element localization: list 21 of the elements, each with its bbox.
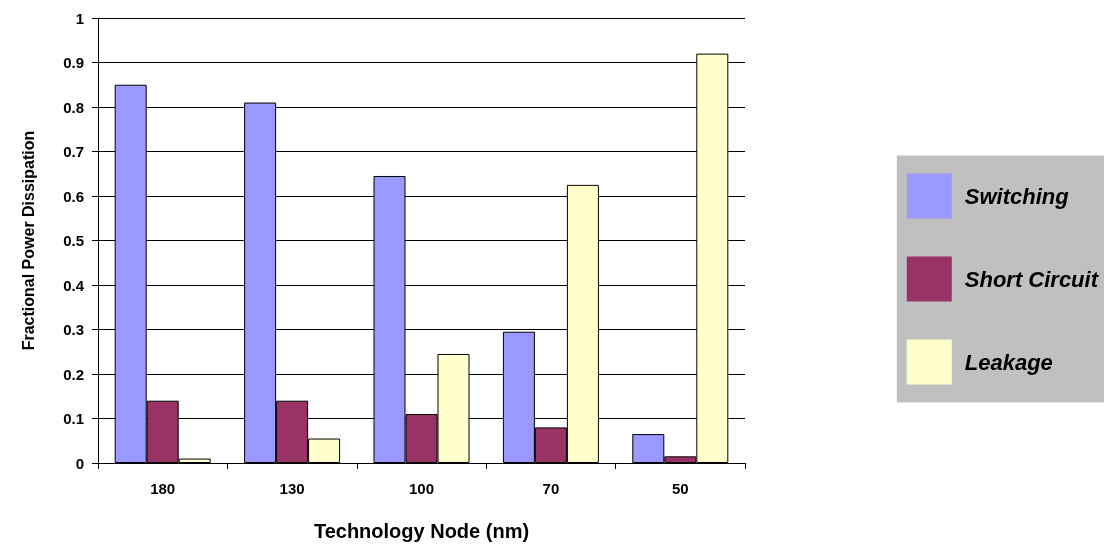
- y-tick-label: 0.9: [63, 54, 84, 71]
- y-tick-label: 1: [75, 9, 84, 27]
- y-tick-label: 0.4: [63, 276, 85, 294]
- legend-label: Short Circuit: [964, 266, 1100, 292]
- y-tick-label: 0.2: [63, 365, 84, 383]
- x-tick-label: 70: [542, 480, 560, 497]
- y-tick-label: 0.8: [63, 98, 84, 116]
- x-tick-label: 130: [279, 480, 305, 497]
- y-tick-label: 0.5: [63, 232, 84, 249]
- x-tick-label: 100: [408, 480, 435, 497]
- y-tick-label: 0.1: [63, 410, 84, 427]
- y-tick-label: 0.7: [63, 143, 84, 160]
- x-axis-title: Technology Node (nm): [313, 520, 530, 542]
- y-tick-label: 0.6: [63, 187, 84, 205]
- x-tick-label: 50: [671, 480, 689, 497]
- x-tick-label: 180: [150, 480, 176, 497]
- legend-label: Switching: [964, 183, 1070, 209]
- legend-label: Leakage: [964, 349, 1053, 375]
- y-axis-title: Fractional Power Dissipation: [19, 130, 37, 351]
- y-tick-label: 0.3: [63, 321, 84, 338]
- y-tick-label: 0: [75, 454, 84, 472]
